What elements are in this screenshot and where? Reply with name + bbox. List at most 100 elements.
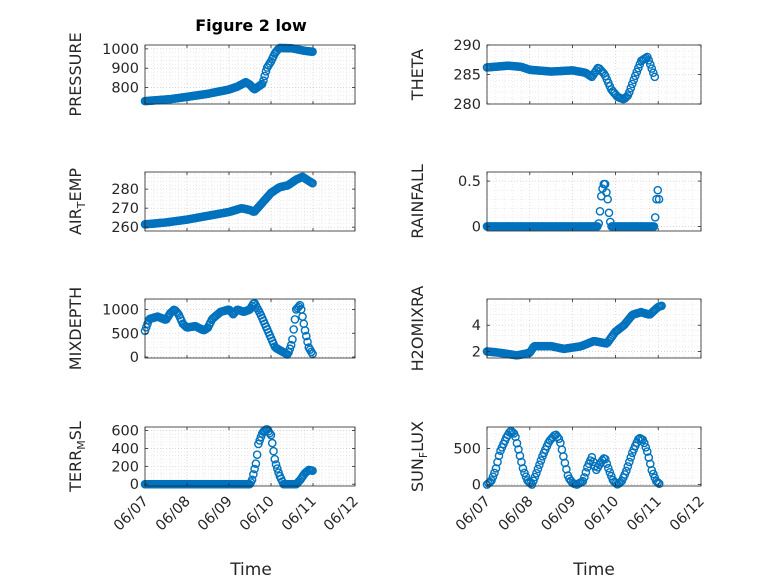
data-point (628, 79, 637, 89)
panel-air-temp: 260 270 280 AIRTEMP (66, 168, 356, 236)
y-tick-label: 900 (111, 61, 139, 77)
y-tick-label: 260 (111, 220, 139, 236)
data-point (520, 468, 529, 478)
y-tick-label: 600 (111, 424, 139, 440)
data-point (634, 63, 643, 73)
data-point (286, 340, 296, 350)
y-tick-label: 4 (472, 318, 481, 334)
data-point (648, 469, 658, 479)
data-point (657, 301, 666, 311)
data-point (251, 459, 261, 468)
y-tick-label: 1000 (102, 42, 139, 58)
y-tick-label: 800 (111, 81, 139, 97)
axis-frame (144, 298, 356, 359)
data-point (270, 454, 280, 464)
data-point (271, 460, 281, 469)
y-tick-label: 500 (453, 442, 481, 458)
x-axis-label-left: Time (229, 560, 272, 580)
y-axis-label: H2OMIXRA (408, 286, 427, 372)
data-point (308, 466, 317, 476)
axis-frame (144, 44, 356, 105)
panel-h2omixra: 2 4 H2OMIXRA (408, 286, 702, 372)
data-point (267, 438, 277, 448)
y-axis-label: AIRTEMP (66, 168, 88, 235)
x-tick-label: 06/08 (496, 494, 537, 535)
data-point (259, 76, 268, 85)
y-axis-label: RAINFALL (408, 164, 427, 239)
y-tick-label: 0 (472, 219, 481, 235)
data-point (535, 460, 544, 470)
data-point (308, 349, 317, 359)
axis-frame (144, 426, 356, 487)
data-point (300, 326, 310, 335)
x-tick-label: 06/07 (111, 494, 152, 535)
data-point (629, 75, 639, 85)
panel-sun-flux: 0 500 06/07 06/08 06/09 06/10 06/11 06/12 SUNFLU… (408, 421, 708, 534)
y-tick-label: 200 (111, 459, 139, 475)
y-axis-label: TERRMSL (66, 421, 88, 493)
data-point (652, 194, 661, 204)
data-point (602, 459, 612, 469)
y-tick-label: 280 (453, 97, 481, 113)
data-point (641, 442, 651, 452)
data-point (625, 457, 634, 467)
data-point (518, 464, 528, 473)
x-tick-label: 06/10 (581, 494, 622, 535)
data-point (654, 194, 664, 204)
y-axis-label: MIXDEPTH (66, 287, 85, 370)
data-point (653, 185, 663, 195)
y-tick-label: 2 (472, 344, 481, 360)
data-point (647, 64, 657, 73)
y-axis-label: SUNFLUX (408, 421, 430, 492)
y-tick-label: 1000 (102, 302, 139, 318)
data-point (650, 72, 660, 82)
data-point (289, 325, 298, 334)
data-point (303, 337, 312, 347)
data-point (308, 47, 317, 57)
data-point (252, 450, 262, 460)
data-point (260, 71, 270, 81)
data-point (600, 179, 610, 189)
data-point (269, 446, 278, 456)
data-point (626, 453, 636, 462)
y-tick-label: 0 (472, 478, 481, 494)
y-tick-label: 285 (453, 68, 481, 84)
data-point (622, 466, 631, 476)
data-point (605, 468, 615, 477)
data-point (536, 456, 546, 465)
data-point (288, 335, 297, 344)
data-point (632, 67, 642, 77)
data-point (554, 434, 564, 444)
data-point (580, 473, 589, 482)
data-point (581, 468, 591, 477)
x-tick-label: 06/10 (237, 494, 278, 535)
y-axis-label: THETA (408, 49, 427, 101)
data-point (650, 213, 660, 222)
data-point (308, 178, 317, 188)
data-point (634, 434, 643, 444)
y-tick-label: 290 (453, 38, 481, 54)
data-point (529, 476, 538, 486)
data-point (265, 428, 275, 438)
data-point (505, 428, 514, 437)
data-point (631, 71, 640, 81)
data-point (645, 60, 655, 69)
axis-frame (144, 171, 356, 232)
data-point (488, 472, 498, 481)
data-point (290, 315, 300, 324)
x-tick-label: 06/11 (279, 494, 320, 535)
data-point (639, 438, 649, 448)
x-tick-label: 06/07 (453, 494, 494, 535)
x-tick-label: 06/12 (667, 494, 708, 535)
axis-frame (486, 171, 702, 232)
data-point (648, 68, 658, 78)
x-axis-label-right: Time (572, 560, 615, 580)
figure-title: Figure 2 low (195, 16, 307, 35)
data-point (487, 476, 496, 485)
data-point (603, 194, 613, 204)
y-tick-label: 500 (111, 326, 139, 342)
data-point (578, 476, 588, 486)
data-point (533, 464, 543, 474)
